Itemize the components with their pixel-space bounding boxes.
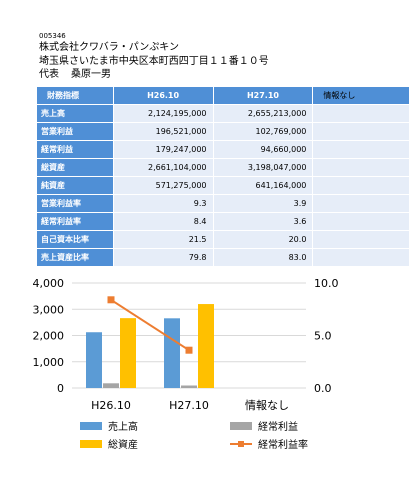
financial-chart: 0 1,000 2,000 3,000 4,000 0.0 5.0 10.0 H26.10 H27… (33, 277, 339, 451)
cell-value: 2,124,195,000 (112, 104, 214, 123)
legend-swatch (80, 440, 102, 448)
table-row: 自己資本比率 21.5 20.0 (36, 230, 410, 249)
cell-value: 102,769,000 (212, 122, 314, 141)
cell-value: 8.4 (112, 212, 214, 231)
cell-value (312, 122, 410, 141)
cell-value: 83.0 (212, 248, 314, 267)
cell-value: 20.0 (212, 230, 314, 249)
legend-label: 経常利益 (258, 420, 298, 433)
bar-3 (198, 304, 214, 388)
row-label: 営業利益 (36, 122, 114, 141)
table-body: 売上高 2,124,195,000 2,655,213,000 営業利益 196,521… (36, 104, 410, 267)
legend-swatch (230, 422, 252, 430)
cell-value: 2,655,213,000 (212, 104, 314, 123)
cell-value (312, 230, 410, 249)
table-row: 営業利益率 9.3 3.9 (36, 194, 410, 213)
header-period-1: H26.10 (112, 86, 214, 105)
table-header-row: 財務指標 H26.10 H27.10 情報なし (36, 86, 410, 105)
cell-value: 79.8 (112, 248, 214, 267)
representative-name: 桑原一男 (71, 69, 111, 80)
row-label: 経常利益 (36, 140, 114, 159)
cell-value (312, 248, 410, 267)
cell-value: 2,661,104,000 (112, 158, 214, 177)
cell-value: 571,275,000 (112, 176, 214, 195)
cell-value: 196,521,000 (112, 122, 214, 141)
line-series (110, 298, 190, 352)
row-label: 営業利益率 (36, 194, 114, 213)
cell-value: 641,164,000 (212, 176, 314, 195)
bar-1 (86, 332, 102, 388)
header-period-2: H27.10 (212, 86, 314, 105)
bar-2 (103, 383, 119, 388)
cell-value (312, 176, 410, 195)
legend-swatch-marker (238, 441, 244, 447)
table-row: 売上高 2,124,195,000 2,655,213,000 (36, 104, 410, 123)
cell-value: 3,198,047,000 (212, 158, 314, 177)
row-label: 自己資本比率 (36, 230, 114, 249)
row-label: 経常利益率 (36, 212, 114, 231)
table-row: 経常利益率 8.4 3.6 (36, 212, 410, 231)
cell-value: 179,247,000 (112, 140, 214, 159)
y-left-tick-label: 2,000 (33, 330, 65, 343)
bar-2 (181, 385, 197, 388)
table-row: 総資産 2,661,104,000 3,198,047,000 (36, 158, 410, 177)
representative-line: 代表 桑原一男 (39, 69, 111, 81)
legend-label: 売上高 (108, 420, 138, 433)
y-left-tick-label: 0 (57, 382, 64, 395)
y-left-tick-label: 1,000 (33, 356, 65, 369)
cell-value: 3.9 (212, 194, 314, 213)
cell-value (312, 158, 410, 177)
bar-3 (120, 318, 136, 388)
row-label: 売上高 (36, 104, 114, 123)
cell-value (312, 212, 410, 231)
y-right-tick-label: 0.0 (314, 382, 332, 395)
cell-value: 94,660,000 (212, 140, 314, 159)
line-point (185, 346, 193, 354)
row-label: 総資産 (36, 158, 114, 177)
company-address: 埼玉県さいたま市中央区本町西四丁目１１番１０号 (39, 56, 269, 67)
representative-label: 代表 (39, 69, 59, 80)
cell-value: 21.5 (112, 230, 214, 249)
y-right-tick-label: 10.0 (314, 277, 339, 290)
x-tick-label: H27.10 (169, 399, 209, 412)
cell-value (312, 194, 410, 213)
cell-value (312, 104, 410, 123)
company-name: 株式会社クワバラ・パンぷキン (39, 42, 179, 53)
company-code: 005346 (39, 32, 66, 40)
table-row: 売上資産比率 79.8 83.0 (36, 248, 410, 267)
bar-1 (164, 318, 180, 388)
header-period-3: 情報なし (312, 86, 410, 105)
y-right-tick-label: 5.0 (314, 330, 332, 343)
financial-table: 財務指標 H26.10 H27.10 情報なし 売上高 2,124,195,000… (36, 86, 410, 267)
table-row: 経常利益 179,247,000 94,660,000 (36, 140, 410, 159)
line-point (107, 296, 115, 304)
cell-value: 9.3 (112, 194, 214, 213)
legend-swatch (80, 422, 102, 430)
y-left-tick-label: 4,000 (33, 277, 65, 290)
cell-value: 3.6 (212, 212, 314, 231)
header-indicator: 財務指標 (36, 86, 114, 105)
row-label: 純資産 (36, 176, 114, 195)
x-tick-label: H26.10 (91, 399, 131, 412)
y-left-tick-label: 3,000 (33, 303, 65, 316)
cell-value (312, 140, 410, 159)
legend-label: 総資産 (108, 438, 138, 451)
table-row: 営業利益 196,521,000 102,769,000 (36, 122, 410, 141)
x-tick-label: 情報なし (245, 399, 289, 412)
row-label: 売上資産比率 (36, 248, 114, 267)
legend-label: 経常利益率 (258, 438, 308, 451)
table-row: 純資産 571,275,000 641,164,000 (36, 176, 410, 195)
